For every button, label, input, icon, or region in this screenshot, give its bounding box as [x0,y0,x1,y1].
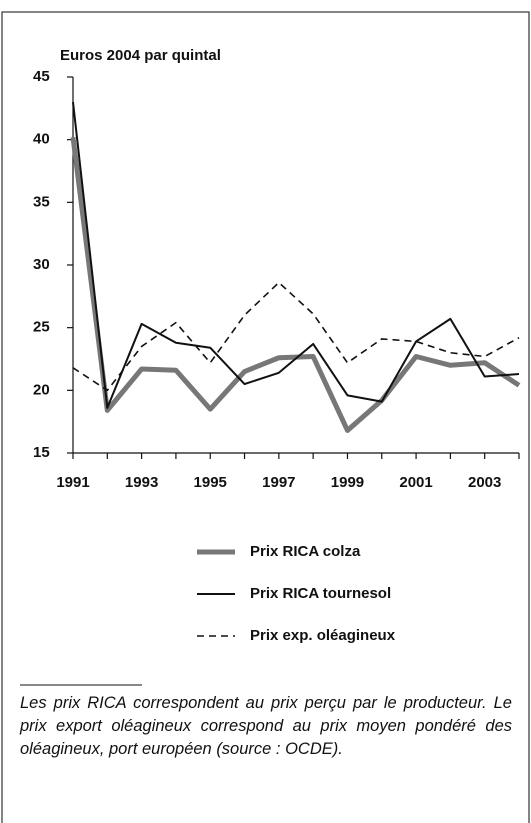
frame [1,11,530,823]
legend-label: Prix RICA colza [250,543,361,560]
legend-label: Prix RICA tournesol [250,585,391,602]
y-tick-label: 35 [33,193,50,210]
footnote: Les prix RICA correspondent au prix perç… [20,694,512,758]
legend-label: Prix exp. oléagineux [250,627,396,644]
y-tick-label: 40 [33,131,50,148]
y-tick-label: 25 [33,319,50,336]
y-axis-label: Euros 2004 par quintal [60,47,221,64]
x-tick-label: 1993 [125,474,158,491]
y-tick-label: 20 [33,381,50,398]
series-line [72,101,520,409]
x-tick-label: 1991 [56,474,89,491]
x-tick-label: 1997 [262,474,295,491]
y-tick-label: 45 [33,68,50,85]
x-tick-label: 1999 [331,474,364,491]
series-line [72,281,520,392]
x-tick-label: 2001 [399,474,432,491]
series-line [70,136,521,433]
y-tick-label: 30 [33,256,50,273]
x-tick-label: 1995 [194,474,227,491]
x-tick-label: 2003 [468,474,501,491]
y-tick-label: 15 [33,444,50,461]
